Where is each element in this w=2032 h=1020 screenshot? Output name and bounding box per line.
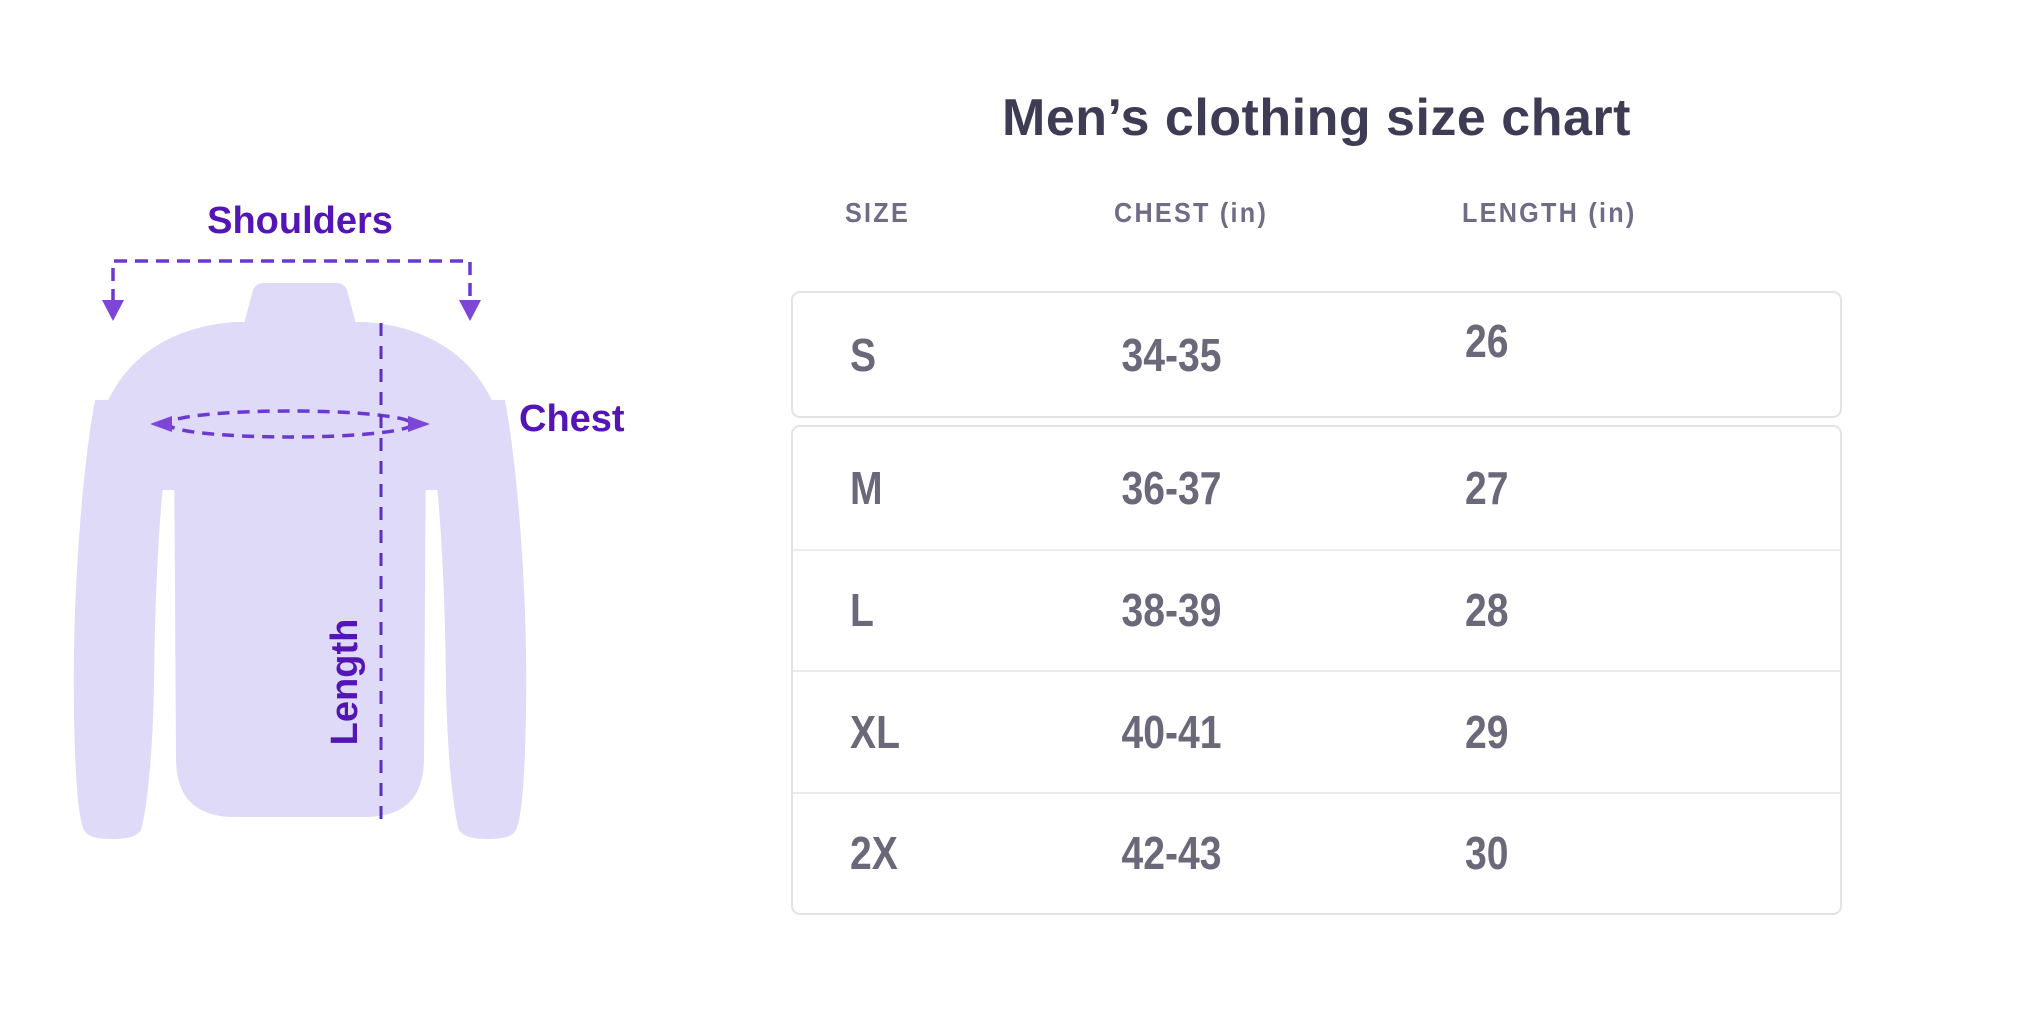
chest-arrow-right-icon — [408, 416, 430, 432]
size-cell: XL — [850, 705, 900, 758]
shoulder-arrow-left-icon — [102, 300, 124, 321]
chest-label: Chest — [519, 398, 625, 440]
shirt-shoulders — [92, 322, 508, 490]
shirt-torso — [165, 426, 435, 825]
chest-cell: 34-35 — [1121, 328, 1222, 381]
column-header-size: SIZE — [845, 197, 911, 228]
size-cell: L — [850, 584, 874, 637]
length-label: Length — [324, 618, 366, 746]
chest-arrow-left-icon — [150, 416, 172, 432]
shirt-illustration — [73, 259, 527, 839]
length-cell: 29 — [1465, 705, 1509, 758]
shoulder-arrow-right-icon — [459, 300, 481, 321]
table-row: L 38-39 28 — [793, 548, 1840, 671]
shirt-right-sleeve — [430, 399, 527, 839]
table-row: XL 40-41 29 — [793, 670, 1840, 792]
length-cell: 27 — [1465, 461, 1509, 514]
shoulders-label: Shoulders — [207, 200, 393, 242]
column-header-chest: CHEST (in) — [1114, 197, 1269, 228]
shirt-left-sleeve — [73, 399, 170, 839]
length-cell: 28 — [1465, 584, 1509, 637]
chest-cell: 36-37 — [1121, 461, 1222, 514]
size-row-card-s: S 34-35 26 — [791, 291, 1842, 418]
shoulders-measure-line — [111, 259, 472, 302]
size-cell: 2X — [850, 827, 898, 880]
column-header-length: LENGTH (in) — [1462, 197, 1637, 228]
size-rows-card: M 36-37 27 L 38-39 28 XL 40-41 29 2X 42-… — [791, 425, 1842, 915]
table-row: 2X 42-43 30 — [793, 791, 1840, 914]
chest-cell: 42-43 — [1121, 827, 1222, 880]
chest-cell: 38-39 — [1121, 584, 1222, 637]
table-row: S 34-35 26 — [793, 293, 1840, 416]
shirt-collar — [244, 283, 356, 324]
chest-cell: 40-41 — [1121, 705, 1222, 758]
page-title: Men’s clothing size chart — [1002, 89, 1631, 147]
table-row: M 36-37 27 — [793, 427, 1840, 549]
length-cell: 30 — [1465, 827, 1509, 880]
size-cell: S — [850, 328, 877, 381]
length-cell: 26 — [1465, 314, 1509, 367]
size-cell: M — [850, 461, 883, 514]
